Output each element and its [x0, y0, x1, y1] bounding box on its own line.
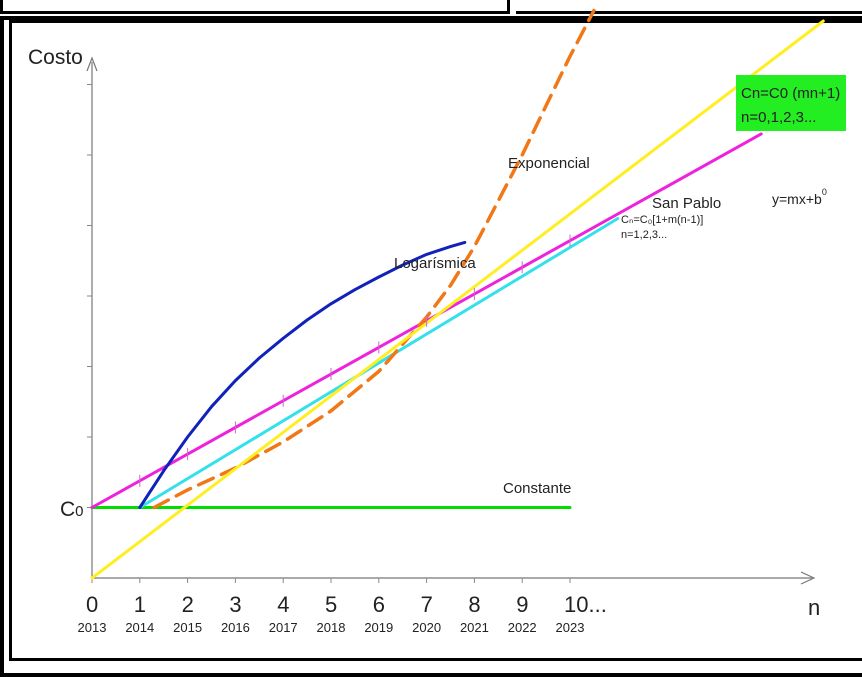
x-axis-arrow — [800, 571, 816, 585]
x-tick-label-year: 2019 — [364, 620, 393, 635]
label-san-pablo-formula: Cₙ=C₀[1+m(n-1)] — [621, 214, 703, 226]
x-tick-label-year: 2016 — [221, 620, 250, 635]
label-san-pablo: San Pablo — [652, 195, 721, 212]
x-tick-label-n: 8 — [468, 592, 480, 617]
x-tick-label-year: 2013 — [78, 620, 107, 635]
series-line-exponencial — [152, 8, 596, 510]
x-tick-label-year: 2017 — [269, 620, 298, 635]
x-tick-label-n: 6 — [373, 592, 385, 617]
y-axis-arrow — [86, 56, 98, 72]
label-constante: Constante — [503, 480, 571, 497]
x-tick-label-year: 2023 — [556, 620, 585, 635]
green-box-line2: n=0,1,2,3... — [741, 109, 816, 126]
x-tick-label-year: 2015 — [173, 620, 202, 635]
x-tick-label-year: 2018 — [317, 620, 346, 635]
frame-outer — [0, 16, 862, 677]
x-tick-label-n: 3 — [229, 592, 241, 617]
x-tick-label-n: 9 — [516, 592, 528, 617]
x-tick-label-year: 2022 — [508, 620, 537, 635]
frame-top-left — [0, 0, 510, 14]
x-tick-label-n: 0 — [86, 592, 98, 617]
x-tick-label-year: 2021 — [460, 620, 489, 635]
label-logaritmica: Logarísmica — [394, 255, 476, 272]
frame-top-right — [516, 0, 862, 14]
x-tick-label-n: 4 — [277, 592, 289, 617]
x-tick-label-n: 1 — [134, 592, 146, 617]
y-axis-label: Costo — [28, 46, 83, 69]
y-axis-ticks — [87, 84, 92, 508]
x-tick-label-n: 2 — [182, 592, 194, 617]
x-tick-label-n: 7 — [421, 592, 433, 617]
x-tick-label-year: 2014 — [125, 620, 154, 635]
frame-inner — [9, 20, 862, 661]
series-line-logar-smica — [138, 240, 467, 509]
x-tick-label-year: 2020 — [412, 620, 441, 635]
series-line-series-5 — [90, 19, 825, 580]
series-line-san-pablo — [138, 217, 620, 509]
green-box-line1: Cn=C0 (mn+1) — [741, 85, 840, 102]
x-tick-label-n: 5 — [325, 592, 337, 617]
green-formula-box — [736, 75, 846, 131]
x-axis-ticks — [91, 578, 571, 583]
label-linear-formula: y=mx+b0 — [772, 187, 827, 207]
x-axis-label: n — [808, 595, 820, 620]
series-lines — [90, 8, 825, 580]
label-exponencial: Exponencial — [508, 155, 590, 172]
x-tick-labels: 0 2013 1 2014 2 2015 3 2016 4 2017 5 2018 6 2019 7 2020… — [78, 592, 607, 635]
label-san-pablo-range: n=1,2,3... — [621, 229, 667, 241]
x-tick-label-n: 10... — [564, 592, 607, 617]
y-origin-label: C0 — [60, 498, 84, 521]
